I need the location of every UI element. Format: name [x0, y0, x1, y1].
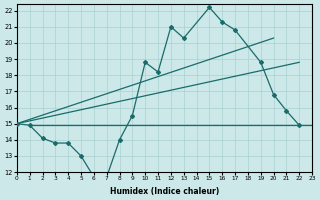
X-axis label: Humidex (Indice chaleur): Humidex (Indice chaleur)	[110, 187, 219, 196]
